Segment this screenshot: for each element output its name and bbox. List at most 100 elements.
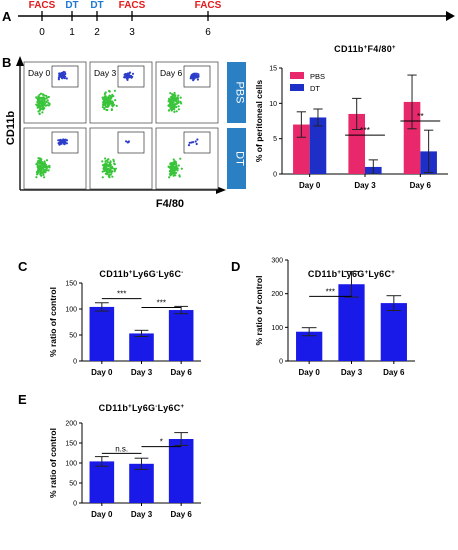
panel-label-a: A <box>2 9 12 24</box>
flow-dot-green <box>40 164 43 167</box>
flow-gate <box>51 65 79 88</box>
flow-dot-green <box>106 104 109 107</box>
bar <box>380 303 407 361</box>
flow-dot-green <box>41 93 45 96</box>
flow-dot-green <box>45 100 48 104</box>
timeline-event-label: FACS <box>119 0 146 11</box>
flow-dot-blue <box>63 138 66 142</box>
x-tick-label: Day 6 <box>410 181 432 190</box>
legend-swatch <box>290 84 304 91</box>
flow-dot-green <box>113 162 116 165</box>
flow-dot-green <box>41 108 44 111</box>
flow-dot-green <box>170 97 173 100</box>
flow-dot-green <box>109 173 112 176</box>
flow-dot-green <box>108 94 111 97</box>
chart-title: CD11b+Ly6G+Ly6C+ <box>308 269 395 279</box>
flow-dot-green <box>108 99 111 102</box>
flow-dot-blue <box>57 78 61 81</box>
flow-dot-green <box>44 171 47 174</box>
flow-dot-green <box>36 161 39 164</box>
dt-row-label-box <box>227 128 246 189</box>
flow-dot-green <box>173 94 176 98</box>
y-tick-label: 50 <box>69 481 77 488</box>
flow-dot-green <box>35 103 38 106</box>
flow-dot-blue <box>194 140 197 143</box>
x-tick-label: Day 0 <box>91 510 113 519</box>
timeline-event-label: DT <box>65 0 78 11</box>
flow-dot-blue <box>61 71 64 74</box>
flow-dot-green <box>43 98 46 101</box>
flow-dot-green <box>177 105 180 108</box>
x-tick-label: Day 3 <box>341 368 363 377</box>
flow-dot-green <box>41 111 44 114</box>
flow-dot-green <box>108 162 112 165</box>
flow-dot-green <box>176 169 179 172</box>
x-tick-label: Day 0 <box>298 368 320 377</box>
flow-dot-blue <box>59 141 62 144</box>
flow-dot-green <box>175 105 178 109</box>
flow-dot-green <box>47 104 51 107</box>
flow-dot-green <box>39 92 43 95</box>
flow-dot-green <box>107 168 111 171</box>
significance-label: *** <box>360 125 371 135</box>
bar <box>296 331 323 361</box>
flow-dot-green <box>103 106 106 110</box>
significance-label: ** <box>417 111 424 121</box>
flow-dot-green <box>175 171 178 174</box>
flow-dot-blue <box>57 139 60 142</box>
flow-dot-blue <box>192 141 195 144</box>
flow-dot-green <box>38 96 41 99</box>
flow-dot-blue <box>64 75 67 78</box>
flow-dot-green <box>109 102 112 105</box>
flow-dot-green <box>36 98 40 101</box>
flow-dot-green <box>174 174 177 177</box>
flow-dot-green <box>104 160 107 163</box>
chart-d: CD11b+Ly6G+Ly6C+ 0 100 200 300 % ratio of con… <box>254 258 415 377</box>
flow-dot-green <box>174 160 177 163</box>
flow-dot-green <box>171 107 174 111</box>
timeline-day-label: 3 <box>129 27 135 38</box>
flow-dot-green <box>39 171 42 174</box>
flow-dot-green <box>113 89 116 92</box>
flow-dot-green <box>37 159 40 162</box>
chart-b: CD11b+F4/80+ 0 5 10 15 % of peritoneal cells D… <box>254 44 448 190</box>
flow-dot-green <box>106 161 109 164</box>
flow-dot-blue <box>192 76 195 79</box>
flow-dot-green <box>45 167 48 170</box>
bar <box>129 333 154 361</box>
flow-day-label: Day 3 <box>94 68 116 78</box>
x-tick-label: Day 3 <box>131 368 153 377</box>
flow-dot-green <box>173 106 176 109</box>
flow-plot: Day 6 <box>155 61 219 124</box>
flow-dot-green <box>171 104 174 107</box>
flow-dot-green <box>105 108 108 112</box>
flow-dot-green <box>40 104 43 107</box>
y-tick-label: 0 <box>273 172 277 179</box>
timeline-event-label: FACS <box>195 0 222 11</box>
flow-dot-blue <box>188 141 191 144</box>
chart-e: CD11b+Ly6G-Ly6C+ 0 50 100 150 200 % ratio of c… <box>48 403 201 519</box>
flow-dot-blue <box>125 77 128 80</box>
y-tick-label: 100 <box>271 325 283 332</box>
flow-plot-frame <box>155 61 219 124</box>
flow-dot-green <box>110 171 113 174</box>
flow-dot-green <box>48 166 51 169</box>
flow-dot-green <box>42 173 45 176</box>
flow-dot-green <box>111 104 114 107</box>
legend-label: PBS <box>310 72 325 81</box>
flow-dot-green <box>40 99 43 102</box>
bar <box>348 113 365 174</box>
chart-title: CD11b+F4/80+ <box>334 44 396 54</box>
flow-dot-green <box>180 167 183 170</box>
flow-dot-green <box>41 97 44 100</box>
y-axis-label: % ratio of control <box>254 276 264 346</box>
y-tick-label: 10 <box>269 101 277 108</box>
flow-dot-green <box>101 160 104 163</box>
legend-swatch <box>290 72 304 79</box>
panel-label-e: E <box>18 392 27 407</box>
chart-title: CD11b+Ly6G-Ly6C+ <box>99 403 185 413</box>
flow-dot-green <box>179 157 182 160</box>
flow-dot-green <box>167 165 170 168</box>
flow-dot-green <box>44 102 47 105</box>
bar <box>129 463 154 503</box>
